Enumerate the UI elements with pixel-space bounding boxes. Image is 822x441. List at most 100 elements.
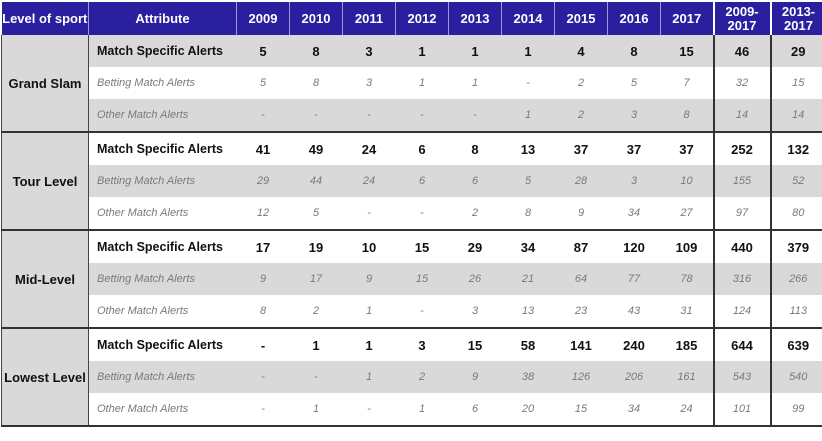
header-range-2013-2017: 2013-2017: [771, 2, 822, 35]
year-value-cell: 27: [661, 197, 714, 230]
year-value-cell: 1: [502, 99, 555, 132]
header-year: 2013: [449, 2, 502, 35]
year-value-cell: 5: [237, 35, 290, 67]
header-year: 2012: [396, 2, 449, 35]
range-total-cell: 124: [714, 295, 771, 328]
year-value-cell: -: [449, 99, 502, 132]
level-of-sport-cell: Tour Level: [2, 132, 89, 230]
header-year: 2017: [661, 2, 714, 35]
range-total-cell: 132: [771, 132, 822, 165]
year-value-cell: 8: [502, 197, 555, 230]
year-value-cell: 1: [343, 361, 396, 393]
year-value-cell: 3: [608, 165, 661, 197]
year-value-cell: 15: [661, 35, 714, 67]
year-value-cell: 8: [290, 35, 343, 67]
range-total-cell: 46: [714, 35, 771, 67]
year-value-cell: 1: [396, 393, 449, 426]
year-value-cell: 87: [555, 230, 608, 263]
year-value-cell: 7: [661, 67, 714, 99]
year-value-cell: 206: [608, 361, 661, 393]
year-value-cell: -: [237, 393, 290, 426]
year-value-cell: 141: [555, 328, 608, 361]
year-value-cell: 5: [237, 67, 290, 99]
year-value-cell: 5: [290, 197, 343, 230]
year-value-cell: 15: [396, 230, 449, 263]
year-value-cell: 13: [502, 295, 555, 328]
header-year: 2009: [237, 2, 290, 35]
year-value-cell: 5: [608, 67, 661, 99]
year-value-cell: 49: [290, 132, 343, 165]
level-of-sport-cell: Grand Slam: [2, 35, 89, 132]
year-value-cell: 12: [237, 197, 290, 230]
year-value-cell: -: [396, 197, 449, 230]
year-value-cell: 78: [661, 263, 714, 295]
year-value-cell: 19: [290, 230, 343, 263]
year-value-cell: 9: [555, 197, 608, 230]
year-value-cell: 28: [555, 165, 608, 197]
year-value-cell: -: [396, 295, 449, 328]
year-value-cell: 1: [396, 67, 449, 99]
year-value-cell: -: [502, 67, 555, 99]
year-value-cell: 2: [555, 99, 608, 132]
attribute-cell: Betting Match Alerts: [89, 263, 237, 295]
range-total-cell: 440: [714, 230, 771, 263]
attribute-cell: Betting Match Alerts: [89, 165, 237, 197]
range-total-cell: 14: [714, 99, 771, 132]
year-value-cell: 41: [237, 132, 290, 165]
attribute-cell: Other Match Alerts: [89, 197, 237, 230]
attribute-cell: Betting Match Alerts: [89, 67, 237, 99]
year-value-cell: -: [343, 393, 396, 426]
range-total-cell: 540: [771, 361, 822, 393]
year-value-cell: -: [396, 99, 449, 132]
year-value-cell: 17: [290, 263, 343, 295]
year-value-cell: 4: [555, 35, 608, 67]
range-total-cell: 101: [714, 393, 771, 426]
header-year: 2016: [608, 2, 661, 35]
year-value-cell: 8: [608, 35, 661, 67]
year-value-cell: 8: [449, 132, 502, 165]
year-value-cell: 23: [555, 295, 608, 328]
year-value-cell: 1: [290, 393, 343, 426]
range-total-cell: 32: [714, 67, 771, 99]
year-value-cell: 3: [449, 295, 502, 328]
year-value-cell: 2: [555, 67, 608, 99]
year-value-cell: 240: [608, 328, 661, 361]
attribute-cell: Other Match Alerts: [89, 393, 237, 426]
attribute-cell: Match Specific Alerts: [89, 328, 237, 361]
year-value-cell: 185: [661, 328, 714, 361]
attribute-cell: Other Match Alerts: [89, 99, 237, 132]
year-value-cell: 3: [396, 328, 449, 361]
year-value-cell: 120: [608, 230, 661, 263]
year-value-cell: 8: [290, 67, 343, 99]
year-value-cell: -: [290, 361, 343, 393]
year-value-cell: 1: [502, 35, 555, 67]
year-value-cell: 1: [449, 35, 502, 67]
range-total-cell: 113: [771, 295, 822, 328]
year-value-cell: 1: [343, 295, 396, 328]
year-value-cell: 3: [343, 67, 396, 99]
attribute-cell: Other Match Alerts: [89, 295, 237, 328]
year-value-cell: 9: [343, 263, 396, 295]
year-value-cell: 1: [343, 328, 396, 361]
attribute-cell: Betting Match Alerts: [89, 361, 237, 393]
year-value-cell: 3: [608, 99, 661, 132]
header-level: Level of sport: [2, 2, 89, 35]
year-value-cell: 6: [449, 165, 502, 197]
range-total-cell: 15: [771, 67, 822, 99]
year-value-cell: -: [343, 99, 396, 132]
year-value-cell: 126: [555, 361, 608, 393]
year-value-cell: 6: [396, 132, 449, 165]
header-year: 2015: [555, 2, 608, 35]
year-value-cell: 31: [661, 295, 714, 328]
year-value-cell: 29: [237, 165, 290, 197]
year-value-cell: 10: [343, 230, 396, 263]
